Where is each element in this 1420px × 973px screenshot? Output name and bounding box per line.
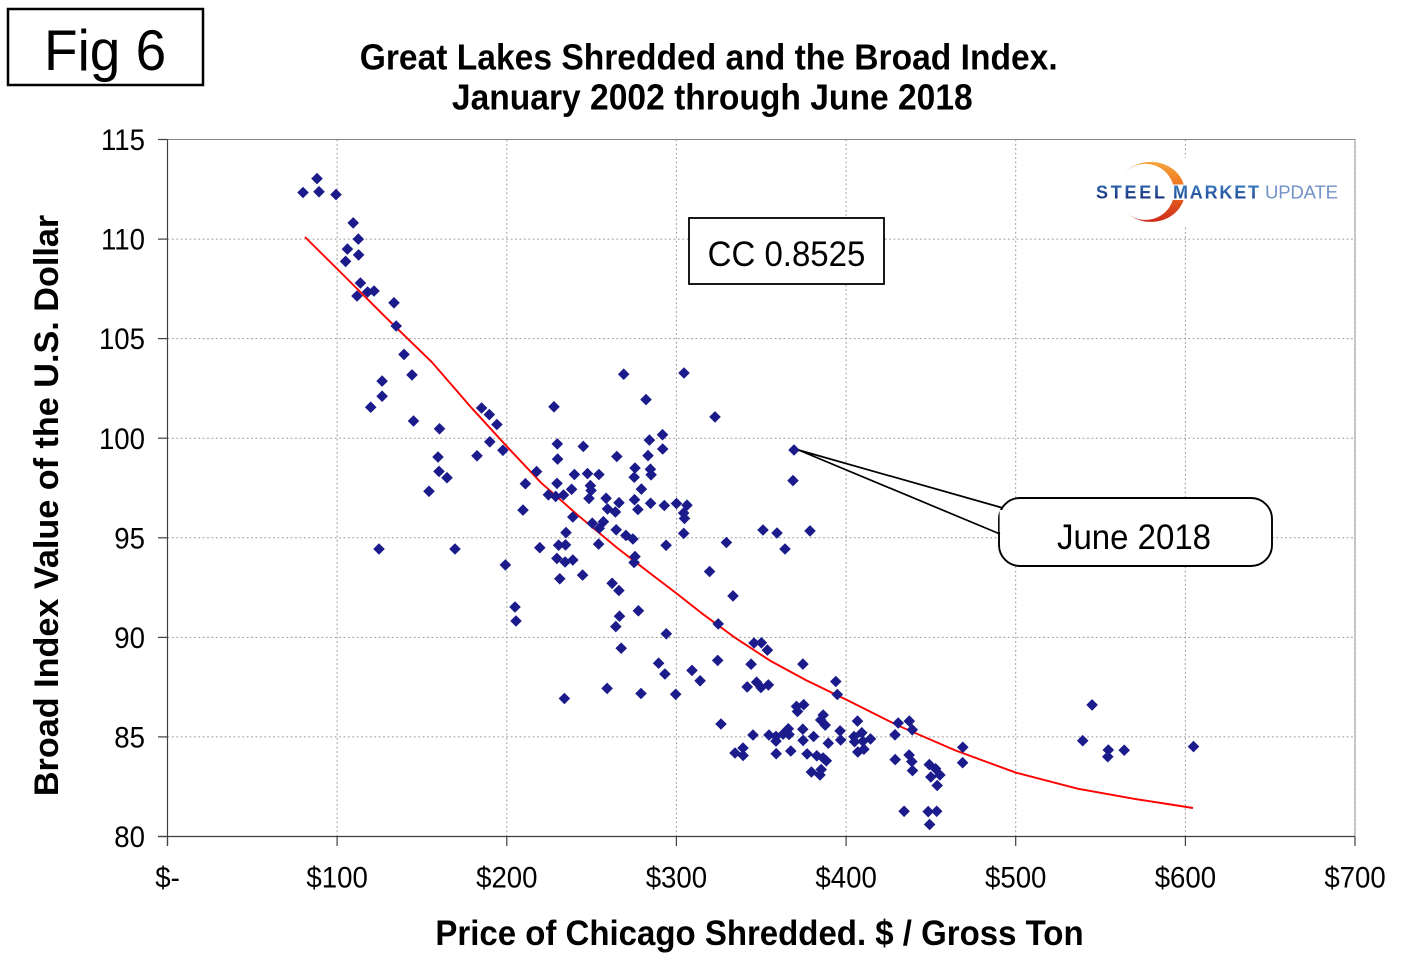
- svg-text:85: 85: [114, 722, 145, 755]
- svg-text:110: 110: [101, 224, 145, 257]
- svg-text:80: 80: [114, 821, 145, 854]
- svg-text:100: 100: [99, 423, 145, 456]
- svg-text:MARKET: MARKET: [1173, 183, 1259, 203]
- svg-text:January 2002 through June 2018: January 2002 through June 2018: [452, 77, 973, 117]
- svg-text:$200: $200: [476, 862, 537, 895]
- svg-text:105: 105: [99, 323, 145, 356]
- svg-text:Broad Index Value of the U.S.: Broad Index Value of the U.S. Dollar: [28, 215, 66, 796]
- svg-text:$-: $-: [155, 862, 180, 895]
- svg-text:$300: $300: [646, 862, 707, 895]
- svg-text:$500: $500: [985, 862, 1046, 895]
- svg-text:UPDATE: UPDATE: [1265, 182, 1338, 203]
- svg-text:$600: $600: [1155, 862, 1216, 895]
- svg-text:STEEL: STEEL: [1096, 183, 1165, 203]
- svg-text:$700: $700: [1324, 862, 1385, 895]
- svg-text:Great Lakes Shredded and the B: Great Lakes Shredded and the Broad Index…: [360, 37, 1058, 77]
- svg-text:June 2018: June 2018: [1057, 518, 1211, 557]
- svg-text:CC 0.8525: CC 0.8525: [708, 235, 866, 274]
- svg-text:$100: $100: [306, 862, 367, 895]
- svg-text:$400: $400: [815, 862, 876, 895]
- svg-text:115: 115: [101, 124, 145, 157]
- svg-text:95: 95: [114, 522, 145, 555]
- svg-text:Price of Chicago Shredded. $ /: Price of Chicago Shredded. $ / Gross Ton: [435, 914, 1083, 953]
- svg-text:90: 90: [114, 622, 145, 655]
- svg-text:Fig 6: Fig 6: [44, 18, 166, 83]
